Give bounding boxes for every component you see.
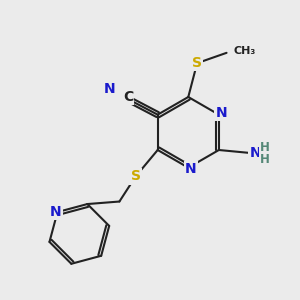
- Text: H: H: [260, 141, 269, 154]
- Text: N: N: [215, 106, 227, 120]
- Text: S: S: [130, 169, 141, 184]
- Text: C: C: [123, 90, 134, 104]
- Text: N: N: [50, 205, 62, 219]
- Text: N: N: [104, 82, 116, 96]
- Text: S: S: [192, 56, 202, 70]
- Text: N: N: [249, 146, 261, 160]
- Text: CH₃: CH₃: [233, 46, 255, 56]
- Text: N: N: [185, 162, 197, 176]
- Text: H: H: [260, 153, 269, 166]
